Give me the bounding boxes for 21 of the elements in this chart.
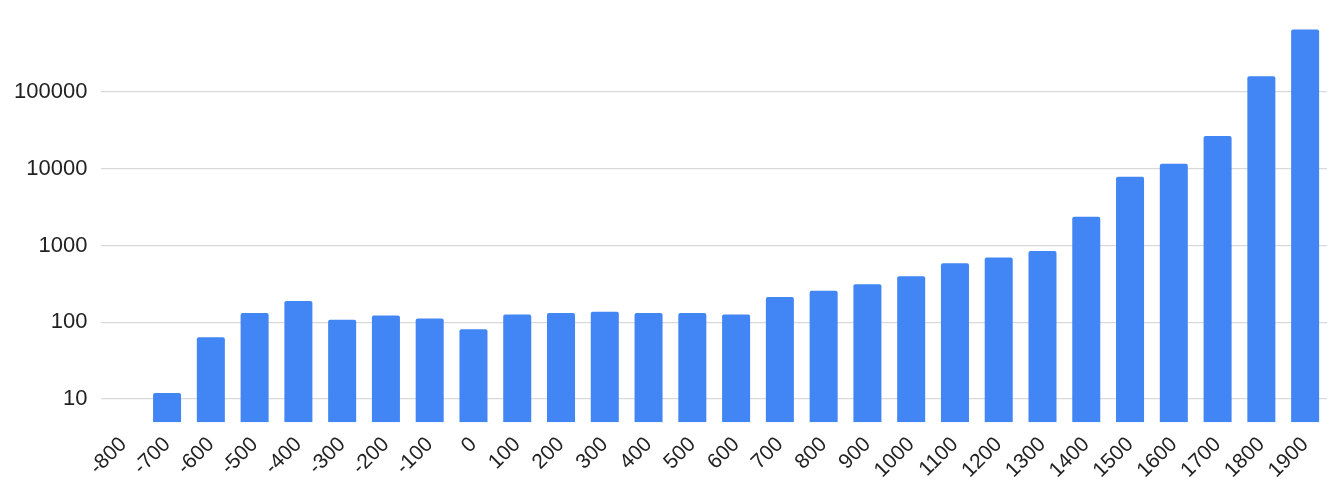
x-tick-label: -600 xyxy=(171,431,218,478)
y-tick-label: 10 xyxy=(62,385,88,411)
x-tick-label: 900 xyxy=(833,431,875,473)
x-tick-label: -700 xyxy=(128,431,174,478)
x-tick-label: 300 xyxy=(570,431,612,473)
y-tick-label: 10000 xyxy=(26,154,88,180)
x-tick-label: 200 xyxy=(526,431,568,473)
y-tick-label: 100000 xyxy=(13,78,88,104)
x-tick-label: 500 xyxy=(658,431,700,473)
x-tick-label: 400 xyxy=(614,431,656,473)
x-tick-label: -100 xyxy=(390,431,437,478)
x-tick-label: 700 xyxy=(745,431,787,473)
x-tick-label: 800 xyxy=(789,431,831,473)
x-tick-label: 100 xyxy=(483,431,525,473)
x-tick-label: -400 xyxy=(259,431,306,478)
x-tick-label: -800 xyxy=(84,431,131,478)
x-tick-label: 0 xyxy=(455,431,481,457)
x-tick-label: 600 xyxy=(701,431,744,473)
y-tick-label: 100 xyxy=(50,308,88,334)
x-tick-label: -500 xyxy=(215,431,262,478)
y-tick-label: 1000 xyxy=(38,231,88,257)
